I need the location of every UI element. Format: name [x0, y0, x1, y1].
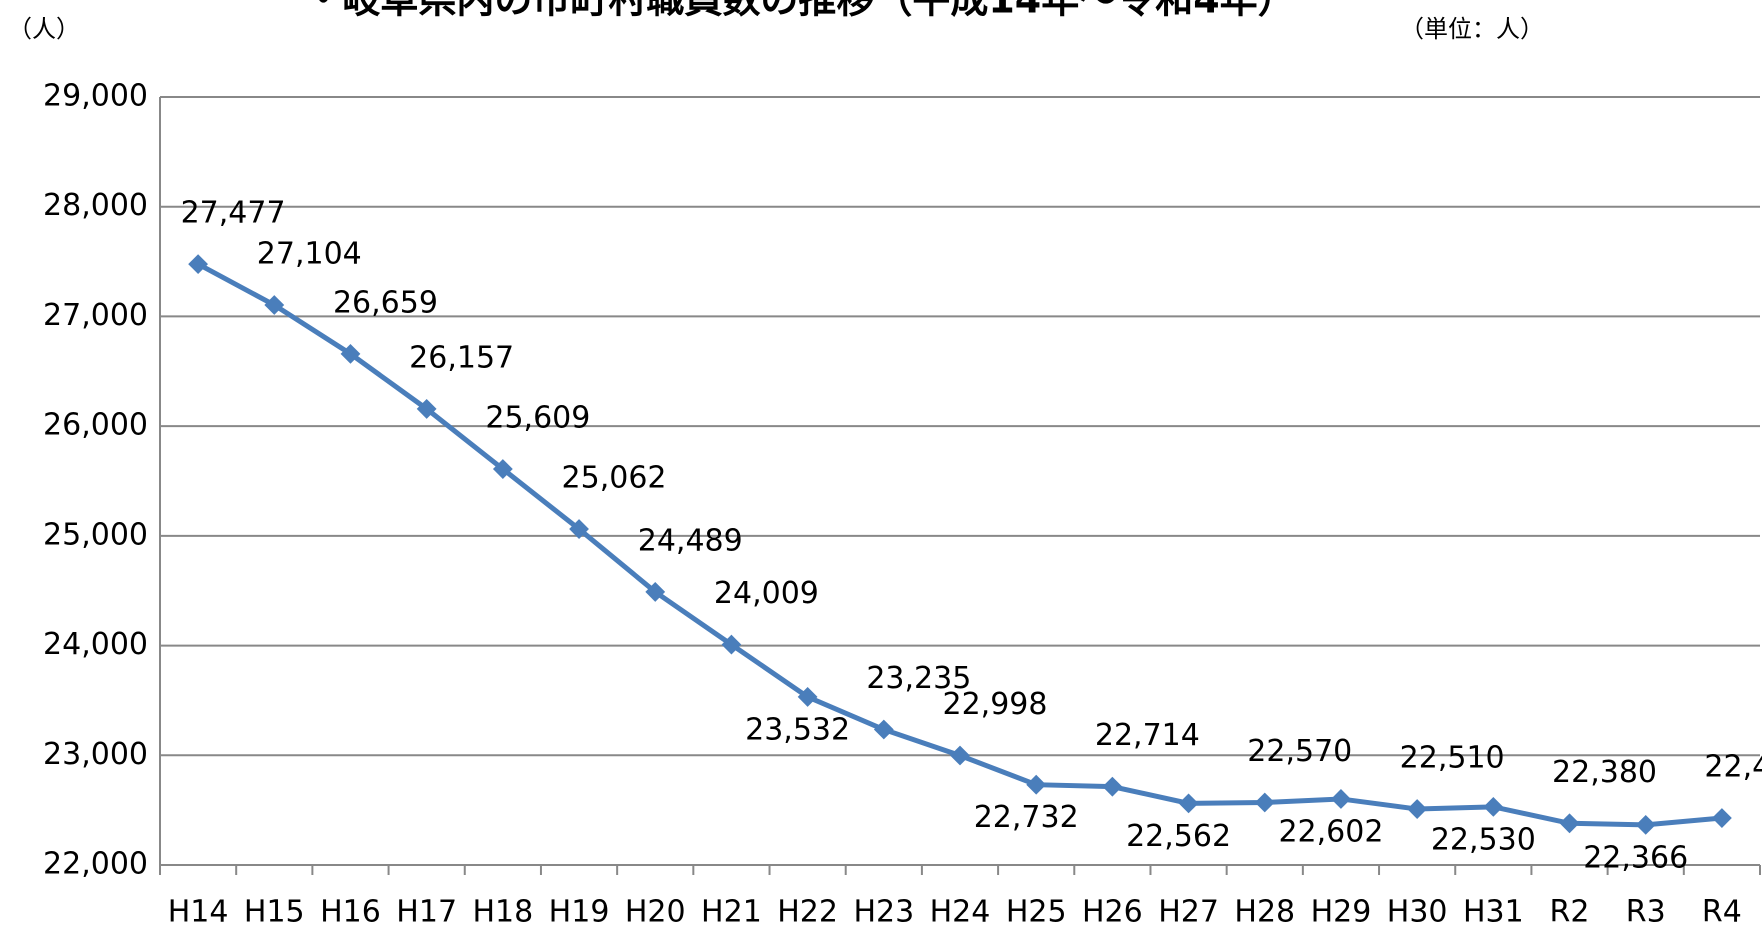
marker: [1102, 776, 1123, 797]
x-tick-label: H18: [472, 895, 533, 928]
y-tick-label: 22,000: [43, 847, 148, 882]
data-label: 25,609: [485, 401, 590, 436]
y-tick-label: 26,000: [43, 408, 148, 443]
data-label: 24,489: [638, 523, 743, 558]
data-label: 26,659: [333, 285, 438, 320]
data-label: 25,062: [562, 461, 667, 496]
marker: [721, 634, 742, 655]
data-label: 22,510: [1400, 741, 1505, 776]
x-tick-label: H29: [1311, 895, 1372, 928]
x-tick-label: H15: [244, 895, 305, 928]
marker: [1331, 789, 1351, 809]
y-tick-label: 23,000: [43, 737, 148, 772]
data-label: 22,530: [1431, 822, 1536, 857]
y-tick-label: 24,000: [43, 627, 148, 662]
x-tick-label: H16: [320, 895, 381, 928]
marker: [1483, 796, 1504, 817]
data-label: 24,009: [714, 576, 819, 611]
y-tick-label: 29,000: [43, 79, 148, 114]
marker: [340, 343, 361, 364]
data-label: 23,235: [866, 661, 971, 696]
data-label: 23,532: [745, 712, 850, 747]
marker: [873, 719, 894, 740]
x-tick-label: H20: [625, 895, 686, 928]
x-tick-label: H31: [1463, 895, 1524, 928]
x-tick-label: H26: [1082, 895, 1143, 928]
data-label: 22,380: [1552, 755, 1657, 790]
x-tick-label: H28: [1234, 895, 1295, 928]
marker: [1407, 799, 1428, 819]
x-tick-label: H25: [1006, 895, 1067, 928]
data-label: 27,104: [257, 237, 362, 272]
marker: [950, 745, 970, 766]
data-label: 22,714: [1095, 718, 1200, 753]
x-tick-label: H24: [930, 895, 991, 928]
data-label: 22,562: [1126, 819, 1231, 854]
y-unit-label: （人）: [8, 15, 80, 43]
unit-note: （単位：人）: [1400, 15, 1544, 43]
data-label: 22,998: [943, 687, 1048, 722]
marker: [1635, 814, 1656, 835]
marker: [569, 519, 589, 539]
marker: [645, 582, 666, 602]
x-tick-label: H22: [777, 895, 838, 928]
marker: [797, 687, 818, 707]
y-tick-label: 25,000: [43, 517, 148, 552]
marker: [264, 295, 285, 315]
x-tick-label: R4: [1702, 895, 1742, 928]
y-tick-label: 27,000: [43, 298, 148, 333]
marker: [1178, 793, 1199, 814]
marker: [188, 254, 208, 274]
x-tick-label: H27: [1158, 895, 1219, 928]
data-label: 22,428: [1704, 750, 1762, 785]
x-tick-label: H23: [853, 895, 914, 928]
data-label: 22,602: [1278, 814, 1383, 849]
x-tick-label: H14: [168, 895, 229, 928]
y-tick-label: 28,000: [43, 188, 148, 223]
x-tick-label: R2: [1550, 895, 1590, 928]
data-label: 22,570: [1247, 734, 1352, 769]
data-label: 22,732: [974, 800, 1079, 835]
marker: [492, 459, 513, 479]
marker: [1559, 813, 1580, 834]
marker: [1712, 808, 1732, 828]
x-tick-label: H19: [549, 895, 610, 928]
marker: [1026, 774, 1047, 795]
marker: [1254, 792, 1275, 813]
x-tick-label: H30: [1387, 895, 1448, 928]
x-tick-label: H21: [701, 895, 762, 928]
data-label: 27,477: [181, 196, 286, 231]
chart-title: ・岐阜県内の市町村職員数の推移（平成14年～令和4年）: [304, 0, 1295, 22]
x-tick-label: R3: [1626, 895, 1666, 928]
x-tick-label: H17: [396, 895, 457, 928]
data-label: 22,366: [1583, 840, 1688, 875]
marker: [416, 399, 437, 419]
data-label: 26,157: [409, 340, 514, 375]
